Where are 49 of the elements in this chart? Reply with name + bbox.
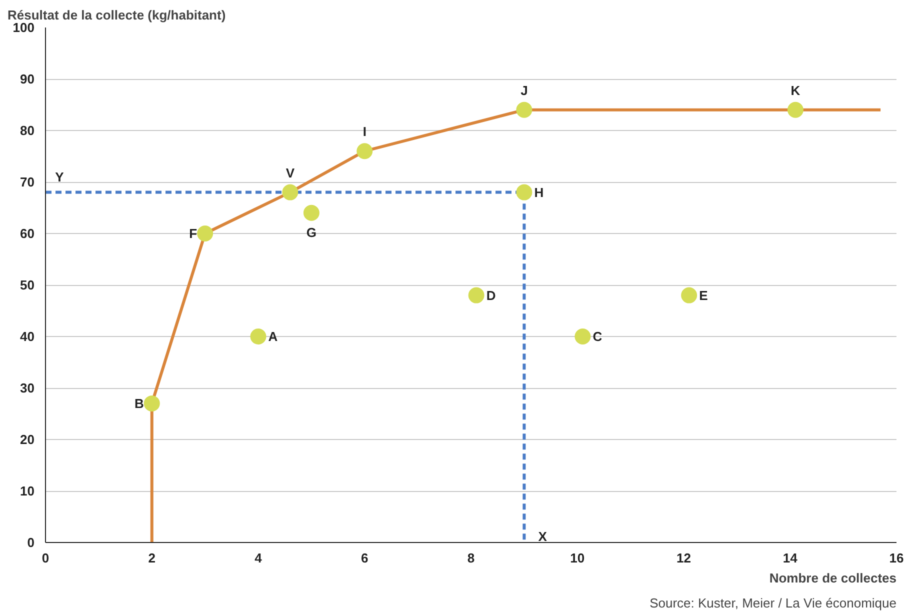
x-tick-label: 16: [889, 550, 904, 566]
annotation: A: [268, 329, 278, 344]
annotation: F: [189, 226, 198, 241]
annotation: D: [486, 288, 496, 303]
y-tick-label: 10: [20, 484, 35, 498]
point: [516, 184, 532, 200]
annotation: Y: [55, 169, 64, 184]
y-axis-title: Résultat de la collecte (kg/habitant): [8, 8, 226, 22]
x-tick-label: 14: [782, 550, 798, 566]
x-tick-label: 8: [467, 550, 475, 566]
y-tick-label: 90: [20, 72, 35, 86]
y-tick-label: 30: [20, 380, 35, 396]
annotation: V: [286, 165, 295, 180]
y-tick-label: 80: [20, 123, 35, 138]
point: [468, 287, 484, 304]
point: [282, 184, 298, 200]
point: [516, 102, 532, 118]
point: [787, 102, 804, 118]
y-tick-label: 20: [20, 432, 35, 447]
source-note: Source: Kuster, Meier / La Vie économique: [650, 596, 897, 610]
point: [250, 328, 266, 344]
x-tick-label: 4: [254, 550, 263, 566]
annotation: J: [520, 82, 528, 98]
y-tick-label: 50: [20, 278, 35, 292]
y-tick-label: 60: [20, 226, 35, 241]
annotation: G: [306, 224, 317, 240]
annotation: H: [534, 184, 544, 200]
annotation: C: [592, 329, 603, 344]
y-tick-label: 0: [27, 535, 35, 550]
point: [574, 328, 591, 344]
annotation: K: [790, 82, 801, 98]
annotation: E: [699, 288, 708, 303]
y-tick-label: 40: [20, 329, 35, 344]
point: [144, 395, 160, 412]
annotation: B: [134, 396, 144, 411]
point: [681, 287, 698, 304]
x-axis-title: Nombre de collectes: [769, 570, 896, 586]
point: [197, 226, 214, 242]
x-tick-label: 0: [42, 550, 50, 566]
x-tick-label: 12: [676, 550, 691, 566]
annotation: X: [538, 529, 548, 544]
point: [303, 204, 320, 221]
x-tick-label: 6: [361, 550, 368, 566]
x-tick-label: 2: [148, 550, 156, 566]
x-tick-label: 10: [570, 550, 585, 566]
annotation: I: [362, 124, 366, 140]
y-tick-label: 70: [20, 174, 35, 190]
point: [356, 143, 373, 160]
y-tick-label: 100: [12, 20, 35, 35]
